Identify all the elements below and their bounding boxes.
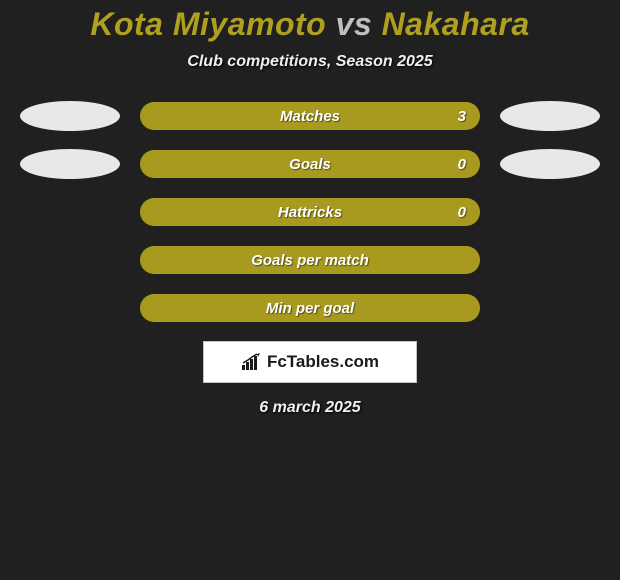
right-marker-icon — [500, 149, 600, 179]
stat-row: Goals 0 — [0, 149, 620, 179]
stat-row: Min per goal — [0, 293, 620, 323]
stat-bar: Hattricks 0 — [140, 198, 480, 226]
stat-row: Matches 3 — [0, 101, 620, 131]
subtitle: Club competitions, Season 2025 — [0, 53, 620, 71]
comparison-infographic: Kota Miyamoto vs Nakahara Club competiti… — [0, 0, 620, 417]
stat-bar: Matches 3 — [140, 102, 480, 130]
stat-bar: Goals per match — [140, 246, 480, 274]
stat-bar: Min per goal — [140, 294, 480, 322]
player1-name: Kota Miyamoto — [90, 6, 326, 42]
stat-label: Hattricks — [278, 204, 342, 221]
stat-rows: Matches 3 Goals 0 Hattricks 0 Goals — [0, 101, 620, 323]
stat-label: Matches — [280, 108, 340, 125]
stat-bar: Goals 0 — [140, 150, 480, 178]
stat-row: Hattricks 0 — [0, 197, 620, 227]
stat-value: 0 — [458, 204, 466, 221]
player2-name: Nakahara — [382, 6, 530, 42]
stat-label: Goals — [289, 156, 331, 173]
left-marker-icon — [20, 149, 120, 179]
stat-label: Min per goal — [266, 300, 354, 317]
stat-value: 3 — [458, 108, 466, 125]
chart-icon — [241, 353, 261, 371]
stat-row: Goals per match — [0, 245, 620, 275]
stat-value: 0 — [458, 156, 466, 173]
vs-text: vs — [336, 6, 373, 42]
left-marker-icon — [20, 101, 120, 131]
logo-text: FcTables.com — [267, 352, 379, 372]
right-marker-icon — [500, 101, 600, 131]
stat-label: Goals per match — [251, 252, 369, 269]
page-title: Kota Miyamoto vs Nakahara — [0, 6, 620, 43]
date-text: 6 march 2025 — [0, 399, 620, 417]
logo-badge: FcTables.com — [203, 341, 417, 383]
